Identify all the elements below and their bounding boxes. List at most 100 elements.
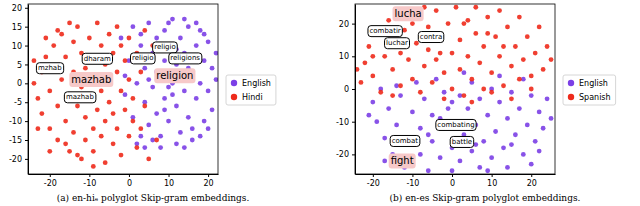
point <box>202 58 207 63</box>
x-tick: 0 <box>450 174 455 188</box>
caption: (b) en-es Skip-gram polyglot embeddings. <box>390 193 581 203</box>
point <box>430 80 435 85</box>
annotation-box <box>64 92 96 103</box>
point <box>35 96 40 101</box>
annotation-box <box>169 53 202 64</box>
annotation: lucha <box>393 6 424 21</box>
annotation-text: lucha <box>395 8 422 19</box>
point <box>107 100 112 105</box>
point <box>426 132 431 137</box>
point <box>146 77 151 82</box>
point <box>63 54 68 59</box>
point <box>382 136 387 141</box>
legend-label: English <box>242 79 271 88</box>
x-tick: -20 <box>367 174 380 188</box>
point <box>138 32 143 37</box>
point <box>170 17 175 22</box>
point <box>465 54 470 59</box>
point <box>493 129 498 134</box>
annotations: mzhabdharammazhabmazhabreligioreligiorel… <box>36 42 201 103</box>
point <box>509 96 514 101</box>
point <box>115 24 120 29</box>
point <box>75 24 80 29</box>
y-tick: 0 <box>17 79 28 88</box>
point <box>91 149 96 154</box>
point <box>422 96 427 101</box>
y-tick-label: 0 <box>17 79 22 88</box>
point <box>525 123 530 128</box>
legend-entry: Spanish <box>568 93 611 102</box>
point <box>513 132 518 137</box>
annotation: combat <box>390 135 420 146</box>
point <box>442 96 447 101</box>
point <box>406 57 411 62</box>
point <box>55 138 60 143</box>
y-axis-line <box>28 5 29 175</box>
point <box>501 83 506 88</box>
x-tick: 0 <box>127 174 132 188</box>
plot-area <box>32 17 218 169</box>
point <box>47 126 52 131</box>
x-tick-mark <box>89 174 90 177</box>
point <box>485 15 490 20</box>
point <box>59 77 64 82</box>
point <box>210 107 215 112</box>
point <box>513 44 518 49</box>
y-tick-mark <box>352 24 355 25</box>
point <box>382 54 387 59</box>
point <box>509 64 514 69</box>
annotation-text: mazhab <box>71 74 111 85</box>
y-tick-label: 10 <box>12 42 22 51</box>
legend-marker <box>231 80 237 86</box>
point <box>146 20 151 25</box>
point <box>366 113 371 118</box>
x-tick: -10 <box>406 174 419 188</box>
x-tick-label: 0 <box>450 179 455 188</box>
legend-marker <box>231 94 237 100</box>
y-tick: 20 <box>12 4 28 13</box>
point <box>370 74 375 79</box>
point <box>497 100 502 105</box>
point <box>35 126 40 131</box>
point <box>414 80 419 85</box>
point <box>146 156 151 161</box>
point <box>67 20 72 25</box>
point <box>142 66 147 71</box>
point <box>477 96 482 101</box>
y-tick: -20 <box>9 155 28 164</box>
point <box>517 15 522 20</box>
legend-label: Hindi <box>242 93 263 102</box>
figure: -20-1001020-20-15-10-505101520mzhabdhara… <box>0 0 640 206</box>
point <box>398 93 403 98</box>
point <box>127 134 132 139</box>
annotation: religion <box>154 68 195 83</box>
point <box>150 85 155 90</box>
annotation-text: fight <box>391 155 414 166</box>
x-tick-mark <box>129 174 130 177</box>
point <box>489 70 494 75</box>
point <box>162 107 167 112</box>
panel: -20-1001020-20-1001020luchacombatirlucha… <box>336 4 616 188</box>
point <box>83 115 88 120</box>
point <box>465 106 470 111</box>
point <box>473 5 478 10</box>
point <box>426 168 431 173</box>
point <box>174 104 179 109</box>
figure-container: -20-1001020-20-15-10-505101520mzhabdhara… <box>0 0 640 206</box>
annotation-text: contra <box>420 33 442 41</box>
x-tick-mark <box>412 174 413 177</box>
point <box>47 88 52 93</box>
annotation: mzhab <box>36 63 63 74</box>
y-tick-label: -20 <box>9 155 22 164</box>
x-tick: 10 <box>487 174 497 188</box>
point <box>529 87 534 92</box>
x-tick-mark <box>169 174 170 177</box>
x-axis: -20 -10 0 10 20 <box>356 174 556 188</box>
point <box>517 106 522 111</box>
x-tick-label: 20 <box>527 179 537 188</box>
point <box>458 67 463 72</box>
annotation: contra <box>418 32 443 43</box>
point <box>359 80 364 85</box>
point <box>426 47 431 52</box>
annotation-text: mazhab <box>66 93 95 101</box>
